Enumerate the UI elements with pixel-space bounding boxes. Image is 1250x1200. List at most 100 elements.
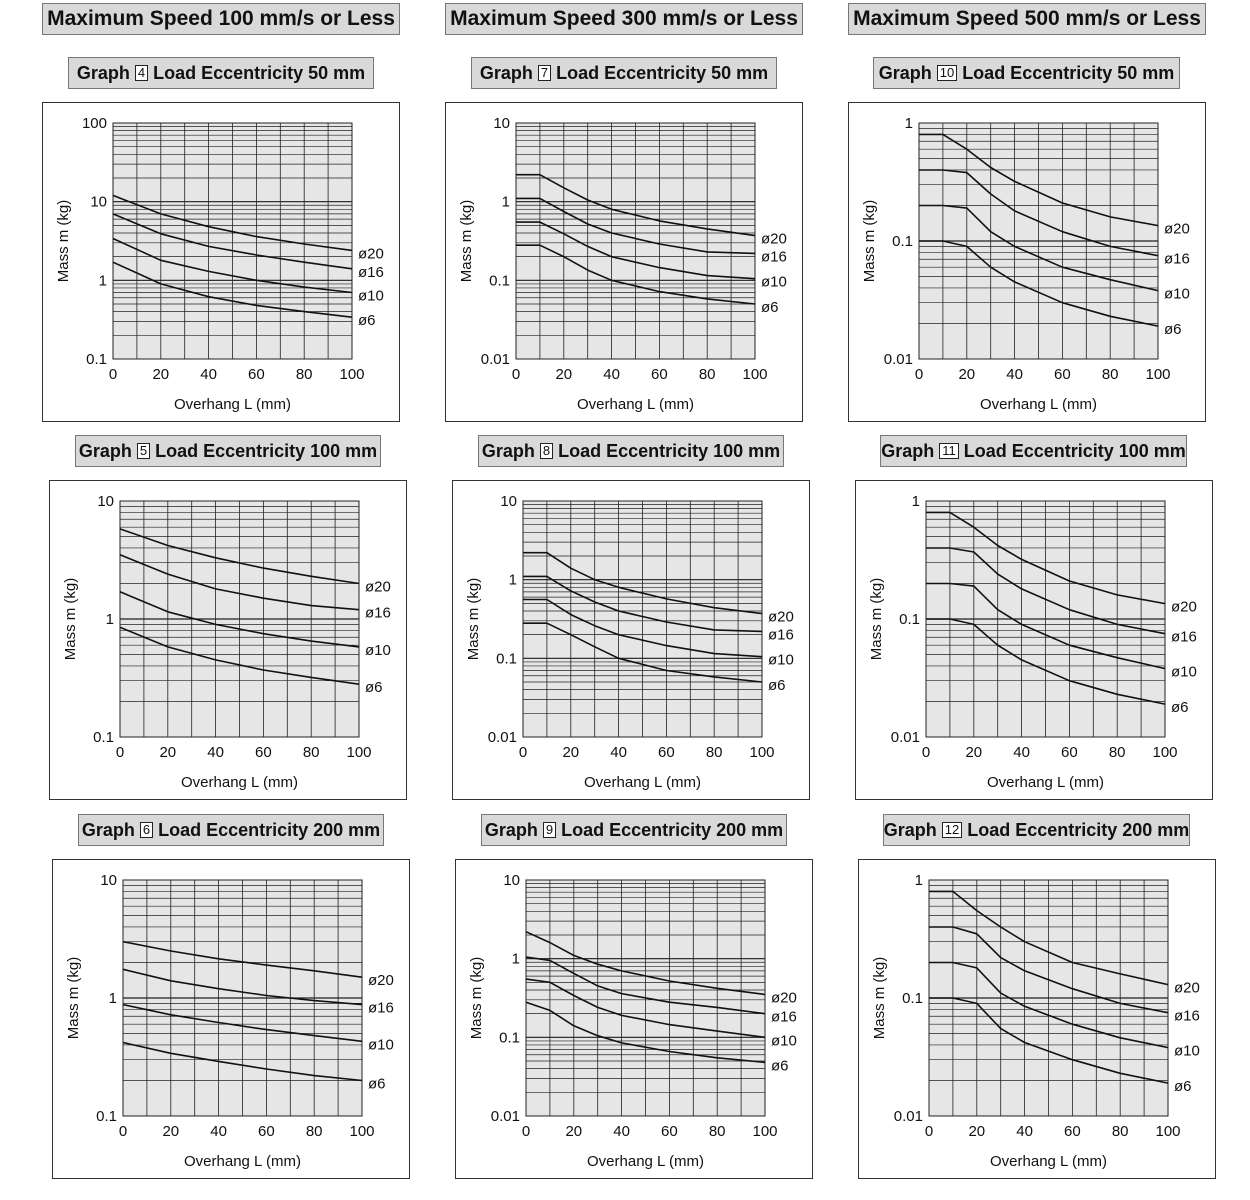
series-line	[525, 978, 766, 1039]
graph-title-text: Load Eccentricity 50 mm	[556, 62, 769, 83]
series-label: ø10	[1174, 1043, 1200, 1060]
y-tick-label: 0.1	[489, 272, 510, 289]
graph-title: Graph 4 Load Eccentricity 50 mm	[68, 57, 374, 89]
chart-svg: 10 1 0.1 0.010 20 40 60 80 100 Overhang L (mm) Mas…	[465, 493, 794, 791]
x-tick-label: 80	[699, 366, 716, 383]
x-tick-label: 40	[200, 366, 217, 383]
x-tick-label: 100	[752, 1123, 777, 1140]
chart-panel: 10 1 0.1 0 20 40 60 80 100 Overhang L (mm) Mass m …	[49, 480, 407, 800]
x-tick-label: 80	[706, 744, 723, 761]
graph-word: Graph	[883, 819, 937, 840]
chart-svg: 100 10 1 0.10 20 40 60 80 100 Overhang L (mm) Mass…	[55, 115, 384, 413]
series-line	[112, 237, 353, 294]
y-tick-label: 10	[100, 872, 117, 889]
y-tick-label: 0.1	[96, 1108, 117, 1125]
chart-panel: 1 0.1 0.01 0 20 40 60 80 100 Overhang L (mm) Mass …	[858, 859, 1216, 1179]
x-tick-label: 40	[1006, 366, 1023, 383]
x-tick-label: 40	[1016, 1123, 1033, 1140]
y-axis-label: Mass m (kg)	[65, 957, 82, 1040]
x-tick-label: 0	[922, 744, 930, 761]
x-axis-label: Overhang L (mm)	[980, 396, 1097, 413]
graph-title-text: Load Eccentricity 200 mm	[158, 819, 381, 840]
series-line	[523, 598, 763, 658]
chart-svg: 1 0.1 0.010 20 40 60 80 100 Overhang L (mm) Mass …	[861, 115, 1190, 413]
series-line	[122, 940, 363, 978]
series-line	[926, 511, 1166, 605]
chart-panel: 10 1 0.1 0.01 0 20 40 60 80 100 Overhang L (mm) Mas…	[445, 102, 803, 422]
series-label: ø6	[771, 1057, 789, 1074]
y-tick-label: 0.01	[884, 351, 913, 368]
x-tick-label: 100	[749, 744, 774, 761]
series-line	[919, 204, 1159, 292]
x-axis-label: Overhang L (mm)	[587, 1153, 704, 1170]
graph-word: Graph	[484, 819, 538, 840]
series-line	[112, 213, 353, 270]
series-label: ø10	[771, 1032, 797, 1049]
y-tick-label: 0.01	[488, 729, 517, 746]
series-line	[122, 1003, 363, 1043]
y-tick-label: 0.01	[491, 1108, 520, 1125]
series-line	[516, 173, 756, 237]
series-line	[516, 197, 756, 255]
series-line	[119, 626, 360, 685]
graph-number: 6	[139, 822, 154, 838]
x-tick-label: 100	[339, 366, 364, 383]
x-tick-label: 0	[116, 744, 124, 761]
graph-title-text: Load Eccentricity 100 mm	[155, 440, 378, 461]
chart-panel: 1 0.1 0.01 0 20 40 60 80 100 Overhang L (mm) Mass …	[848, 102, 1206, 422]
x-axis-label: Overhang L (mm)	[577, 396, 694, 413]
series-label: ø16	[761, 248, 787, 265]
x-axis-label: Overhang L (mm)	[990, 1153, 1107, 1170]
series-line	[523, 622, 763, 683]
x-tick-label: 60	[258, 1123, 275, 1140]
series-line	[525, 956, 766, 1015]
series-label: ø10	[365, 642, 391, 659]
graph-title: Graph 11 Load Eccentricity 100 mm	[880, 435, 1187, 467]
y-tick-label: 0.1	[892, 233, 913, 250]
y-tick-label: 1	[99, 272, 107, 289]
graph-number: 9	[542, 822, 557, 838]
x-tick-label: 80	[296, 366, 313, 383]
graph-title: Graph 10 Load Eccentricity 50 mm	[873, 57, 1180, 89]
x-tick-label: 60	[255, 744, 272, 761]
y-axis-label: Mass m (kg)	[465, 578, 482, 661]
x-tick-label: 80	[709, 1123, 726, 1140]
x-tick-label: 60	[658, 744, 675, 761]
series-line	[122, 1041, 363, 1082]
series-line	[523, 551, 763, 615]
x-axis-label: Overhang L (mm)	[184, 1153, 301, 1170]
series-line	[926, 547, 1166, 635]
x-tick-label: 0	[519, 744, 527, 761]
series-line	[929, 890, 1169, 986]
series-line	[919, 169, 1159, 257]
y-tick-label: 1	[912, 493, 920, 510]
series-label: ø6	[1164, 321, 1182, 338]
chart-svg: 10 1 0.10 20 40 60 80 100 Overhang L (mm) Mass m …	[62, 493, 391, 791]
x-axis-label: Overhang L (mm)	[181, 774, 298, 791]
x-axis-label: Overhang L (mm)	[174, 396, 291, 413]
x-tick-label: 80	[306, 1123, 323, 1140]
x-tick-label: 20	[152, 366, 169, 383]
graph-number: 7	[537, 65, 552, 81]
y-tick-label: 1	[905, 115, 913, 132]
series-line	[929, 926, 1169, 1014]
graph-word: Graph	[881, 440, 935, 461]
graph-word: Graph	[81, 819, 135, 840]
series-label: ø20	[1174, 980, 1200, 997]
series-label: ø16	[1171, 629, 1197, 646]
y-tick-label: 1	[109, 990, 117, 1007]
x-tick-label: 40	[613, 1123, 630, 1140]
x-tick-label: 20	[555, 366, 572, 383]
series-label: ø20	[761, 231, 787, 248]
series-line	[919, 240, 1159, 327]
y-tick-label: 1	[502, 194, 510, 211]
x-tick-label: 20	[159, 744, 176, 761]
series-line	[122, 968, 363, 1006]
chart-panel: 10 1 0.1 0.01 0 20 40 60 80 100 Overhang L (mm) Mas…	[452, 480, 810, 800]
y-tick-label: 0.1	[899, 611, 920, 628]
x-axis-label: Overhang L (mm)	[987, 774, 1104, 791]
series-label: ø10	[1164, 286, 1190, 303]
x-tick-label: 40	[210, 1123, 227, 1140]
y-axis-label: Mass m (kg)	[468, 957, 485, 1040]
series-line	[112, 194, 353, 252]
